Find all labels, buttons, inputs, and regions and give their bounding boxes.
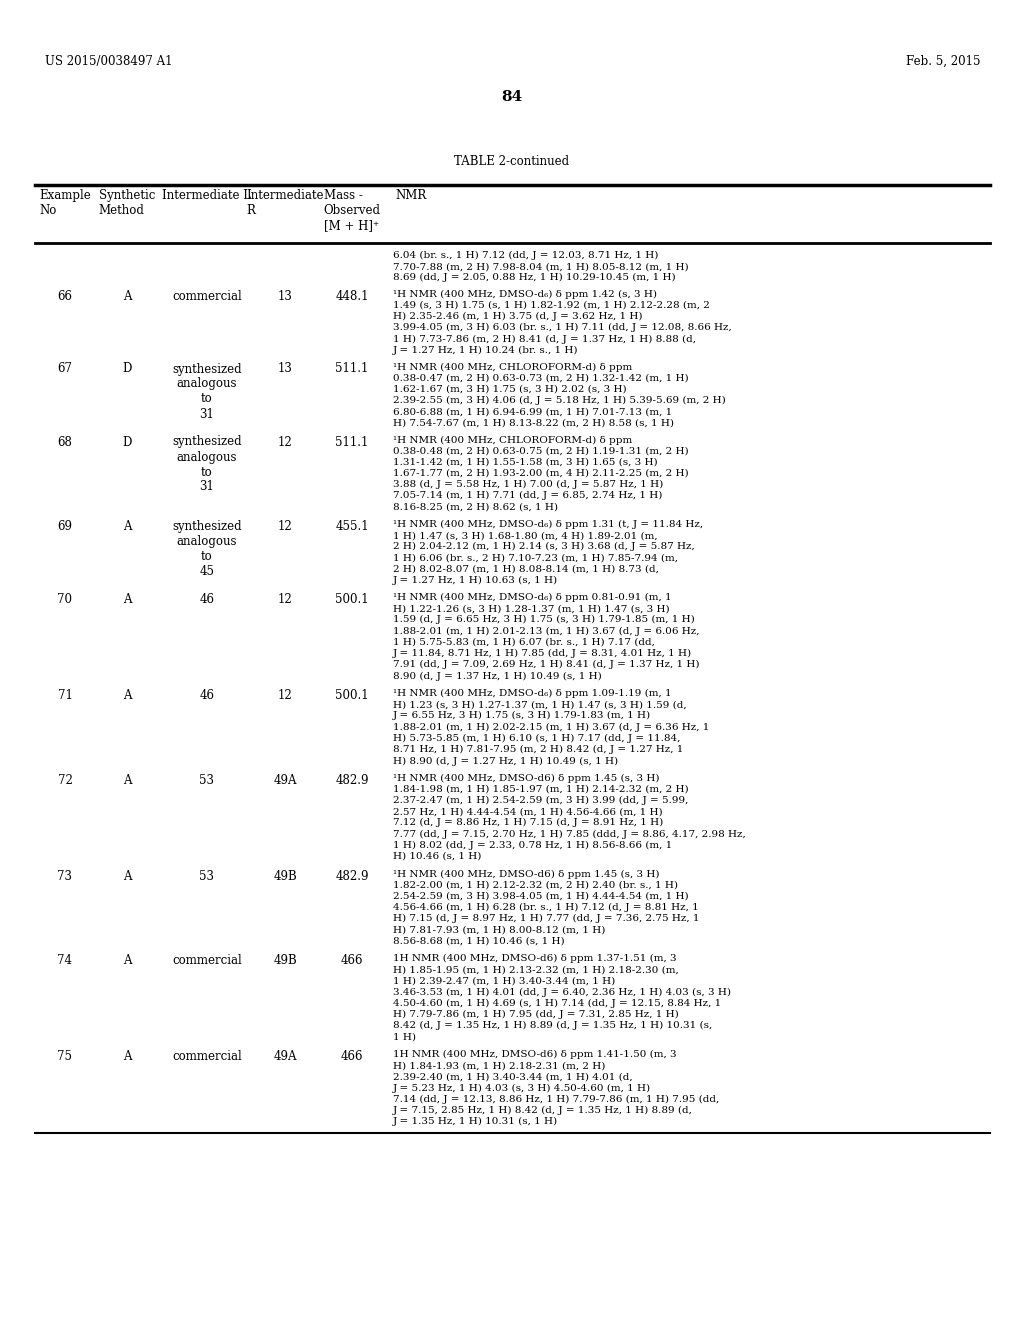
- Text: 66: 66: [57, 289, 73, 302]
- Text: 6.04 (br. s., 1 H) 7.12 (dd, J = 12.03, 8.71 Hz, 1 H)
7.70-7.88 (m, 2 H) 7.98-8.: 6.04 (br. s., 1 H) 7.12 (dd, J = 12.03, …: [393, 251, 688, 282]
- Text: 49B: 49B: [273, 870, 297, 883]
- Text: 74: 74: [57, 954, 73, 968]
- Text: commercial: commercial: [172, 289, 242, 302]
- Text: ¹H NMR (400 MHz, CHLOROFORM-d) δ ppm
0.38-0.47 (m, 2 H) 0.63-0.73 (m, 2 H) 1.32-: ¹H NMR (400 MHz, CHLOROFORM-d) δ ppm 0.3…: [393, 363, 726, 428]
- Text: Synthetic
Method: Synthetic Method: [98, 189, 156, 216]
- Text: US 2015/0038497 A1: US 2015/0038497 A1: [45, 55, 172, 69]
- Text: D: D: [122, 363, 132, 375]
- Text: 500.1: 500.1: [335, 689, 369, 702]
- Text: Intermediate
R: Intermediate R: [246, 189, 324, 216]
- Text: 84: 84: [502, 90, 522, 104]
- Text: 455.1: 455.1: [335, 520, 369, 533]
- Text: 466: 466: [341, 1049, 364, 1063]
- Text: 12: 12: [278, 436, 293, 449]
- Text: 1H NMR (400 MHz, DMSO-d6) δ ppm 1.41-1.50 (m, 3
H) 1.84-1.93 (m, 1 H) 2.18-2.31 : 1H NMR (400 MHz, DMSO-d6) δ ppm 1.41-1.5…: [393, 1049, 719, 1126]
- Text: ¹H NMR (400 MHz, DMSO-d₆) δ ppm 1.42 (s, 3 H)
1.49 (s, 3 H) 1.75 (s, 1 H) 1.82-1: ¹H NMR (400 MHz, DMSO-d₆) δ ppm 1.42 (s,…: [393, 289, 732, 355]
- Text: 482.9: 482.9: [335, 870, 369, 883]
- Text: A: A: [123, 289, 131, 302]
- Text: 13: 13: [278, 363, 293, 375]
- Text: 67: 67: [57, 363, 73, 375]
- Text: ¹H NMR (400 MHz, DMSO-d₆) δ ppm 1.31 (t, J = 11.84 Hz,
1 H) 1.47 (s, 3 H) 1.68-1: ¹H NMR (400 MHz, DMSO-d₆) δ ppm 1.31 (t,…: [393, 520, 703, 585]
- Text: 511.1: 511.1: [335, 436, 369, 449]
- Text: synthesized
analogous
to
31: synthesized analogous to 31: [172, 436, 242, 494]
- Text: 68: 68: [57, 436, 73, 449]
- Text: 46: 46: [200, 689, 214, 702]
- Text: A: A: [123, 954, 131, 968]
- Text: 12: 12: [278, 520, 293, 533]
- Text: 73: 73: [57, 870, 73, 883]
- Text: 466: 466: [341, 954, 364, 968]
- Text: ¹H NMR (400 MHz, DMSO-d6) δ ppm 1.45 (s, 3 H)
1.82-2.00 (m, 1 H) 2.12-2.32 (m, 2: ¹H NMR (400 MHz, DMSO-d6) δ ppm 1.45 (s,…: [393, 870, 699, 945]
- Text: 448.1: 448.1: [335, 289, 369, 302]
- Text: 71: 71: [57, 689, 73, 702]
- Text: Mass -
Observed
[M + H]⁺: Mass - Observed [M + H]⁺: [324, 189, 381, 232]
- Text: 69: 69: [57, 520, 73, 533]
- Text: 49A: 49A: [273, 774, 297, 787]
- Text: 75: 75: [57, 1049, 73, 1063]
- Text: ¹H NMR (400 MHz, DMSO-d₆) δ ppm 0.81-0.91 (m, 1
H) 1.22-1.26 (s, 3 H) 1.28-1.37 : ¹H NMR (400 MHz, DMSO-d₆) δ ppm 0.81-0.9…: [393, 593, 699, 681]
- Text: commercial: commercial: [172, 954, 242, 968]
- Text: synthesized
analogous
to
45: synthesized analogous to 45: [172, 520, 242, 578]
- Text: ¹H NMR (400 MHz, DMSO-d₆) δ ppm 1.09-1.19 (m, 1
H) 1.23 (s, 3 H) 1.27-1.37 (m, 1: ¹H NMR (400 MHz, DMSO-d₆) δ ppm 1.09-1.1…: [393, 689, 710, 766]
- Text: Intermediate L: Intermediate L: [163, 189, 252, 202]
- Text: 70: 70: [57, 593, 73, 606]
- Text: ¹H NMR (400 MHz, DMSO-d6) δ ppm 1.45 (s, 3 H)
1.84-1.98 (m, 1 H) 1.85-1.97 (m, 1: ¹H NMR (400 MHz, DMSO-d6) δ ppm 1.45 (s,…: [393, 774, 745, 861]
- Text: ¹H NMR (400 MHz, CHLOROFORM-d) δ ppm
0.38-0.48 (m, 2 H) 0.63-0.75 (m, 2 H) 1.19-: ¹H NMR (400 MHz, CHLOROFORM-d) δ ppm 0.3…: [393, 436, 688, 512]
- Text: 511.1: 511.1: [335, 363, 369, 375]
- Text: 482.9: 482.9: [335, 774, 369, 787]
- Text: synthesized
analogous
to
31: synthesized analogous to 31: [172, 363, 242, 421]
- Text: 72: 72: [57, 774, 73, 787]
- Text: D: D: [122, 436, 132, 449]
- Text: A: A: [123, 520, 131, 533]
- Text: 1H NMR (400 MHz, DMSO-d6) δ ppm 1.37-1.51 (m, 3
H) 1.85-1.95 (m, 1 H) 2.13-2.32 : 1H NMR (400 MHz, DMSO-d6) δ ppm 1.37-1.5…: [393, 954, 731, 1041]
- Text: A: A: [123, 870, 131, 883]
- Text: A: A: [123, 593, 131, 606]
- Text: A: A: [123, 774, 131, 787]
- Text: Feb. 5, 2015: Feb. 5, 2015: [905, 55, 980, 69]
- Text: 12: 12: [278, 689, 293, 702]
- Text: A: A: [123, 1049, 131, 1063]
- Text: TABLE 2-continued: TABLE 2-continued: [455, 154, 569, 168]
- Text: 49A: 49A: [273, 1049, 297, 1063]
- Text: 53: 53: [200, 870, 214, 883]
- Text: 13: 13: [278, 289, 293, 302]
- Text: 49B: 49B: [273, 954, 297, 968]
- Text: A: A: [123, 689, 131, 702]
- Text: Example
No: Example No: [39, 189, 91, 216]
- Text: 12: 12: [278, 593, 293, 606]
- Text: 53: 53: [200, 774, 214, 787]
- Text: NMR: NMR: [395, 189, 426, 202]
- Text: commercial: commercial: [172, 1049, 242, 1063]
- Text: 46: 46: [200, 593, 214, 606]
- Text: 500.1: 500.1: [335, 593, 369, 606]
